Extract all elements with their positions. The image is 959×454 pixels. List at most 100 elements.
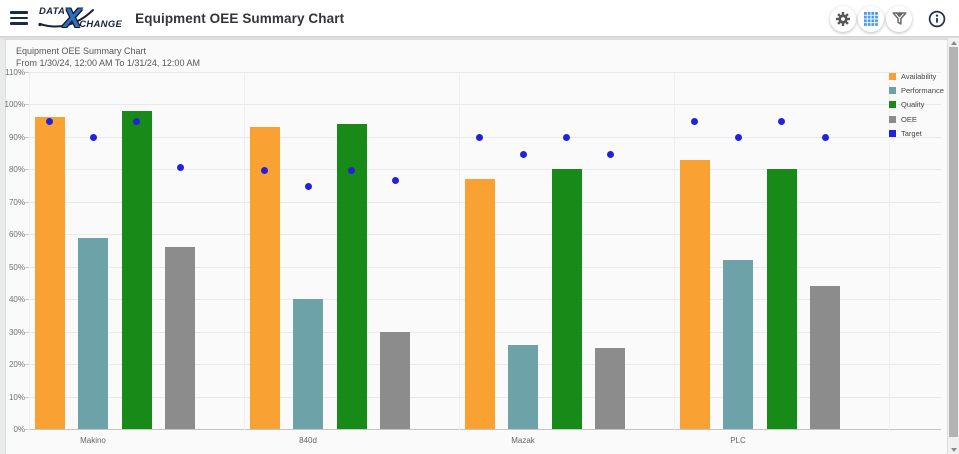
target-dot-availability-makino[interactable] bbox=[46, 118, 53, 126]
scrollbar-up-arrow-icon[interactable] bbox=[948, 38, 959, 47]
y-axis-tick bbox=[25, 299, 29, 301]
y-axis-label: 60% bbox=[8, 230, 25, 240]
bar-availability-840d[interactable] bbox=[249, 127, 280, 429]
y-axis-label: 80% bbox=[8, 165, 25, 175]
y-gridline bbox=[29, 429, 941, 430]
filter-icon bbox=[891, 12, 907, 25]
y-axis-tick bbox=[25, 364, 29, 366]
x-axis-label-mazak: Mazak bbox=[511, 436, 535, 445]
target-dot-performance-makino[interactable] bbox=[89, 134, 97, 142]
header-actions bbox=[828, 0, 959, 37]
y-gridline bbox=[29, 169, 941, 171]
legend-item-availability[interactable]: Availability bbox=[889, 69, 944, 83]
legend-item-quality[interactable]: Quality bbox=[889, 98, 944, 112]
gear-icon bbox=[836, 11, 850, 26]
y-gridline bbox=[29, 104, 941, 106]
y-axis-tick bbox=[25, 201, 29, 203]
y-axis-tick bbox=[25, 104, 29, 106]
chart-title: Equipment OEE Summary Chart bbox=[16, 46, 147, 56]
y-axis-label: 100% bbox=[4, 100, 25, 110]
legend-label: Quality bbox=[901, 100, 925, 110]
legend-swatch-availability bbox=[889, 72, 896, 80]
legend-swatch-performance bbox=[889, 87, 896, 95]
x-axis-label-840d: 840d bbox=[299, 436, 317, 445]
scrollbar-down-arrow-icon[interactable] bbox=[948, 445, 959, 454]
y-axis-label: 90% bbox=[8, 132, 25, 142]
target-dot-availability-plc[interactable] bbox=[691, 118, 698, 126]
chart-legend: Availability Performance Quality OEE Target bbox=[889, 69, 944, 141]
legend-item-performance[interactable]: Performance bbox=[889, 83, 944, 97]
bar-oee-mazak[interactable] bbox=[595, 347, 625, 429]
target-dot-oee-plc[interactable] bbox=[821, 134, 829, 142]
target-dot-quality-makino[interactable] bbox=[133, 118, 140, 126]
category-boundary-line bbox=[29, 73, 30, 430]
legend-swatch-oee bbox=[889, 115, 896, 123]
y-axis-tick bbox=[25, 136, 29, 138]
legend-label: OEE bbox=[901, 114, 917, 124]
vertical-scrollbar[interactable] bbox=[948, 38, 959, 454]
target-dot-availability-mazak[interactable] bbox=[476, 134, 483, 142]
info-button[interactable] bbox=[928, 10, 946, 28]
category-boundary-line bbox=[244, 73, 245, 430]
legend-item-target[interactable]: Target bbox=[889, 127, 944, 141]
bar-availability-plc[interactable] bbox=[679, 159, 710, 429]
grid-view-button[interactable] bbox=[858, 5, 884, 32]
bar-quality-makino[interactable] bbox=[121, 110, 152, 429]
y-axis-label: 40% bbox=[8, 295, 25, 305]
bar-oee-plc[interactable] bbox=[810, 286, 840, 429]
legend-swatch-quality bbox=[889, 101, 896, 109]
target-dot-performance-mazak[interactable] bbox=[519, 150, 527, 158]
legend-swatch-target bbox=[889, 130, 896, 138]
bar-quality-840d[interactable] bbox=[336, 123, 367, 429]
target-dot-performance-840d[interactable] bbox=[304, 183, 312, 191]
bar-availability-makino[interactable] bbox=[34, 117, 65, 429]
y-axis-label: 50% bbox=[8, 262, 25, 272]
page-title: Equipment OEE Summary Chart bbox=[135, 10, 345, 26]
y-axis-label: 10% bbox=[8, 392, 25, 402]
target-dot-oee-mazak[interactable] bbox=[606, 150, 614, 158]
x-axis-label-makino: Makino bbox=[80, 436, 106, 445]
target-dot-oee-makino[interactable] bbox=[176, 163, 184, 171]
bar-oee-makino[interactable] bbox=[165, 247, 195, 429]
y-axis-tick bbox=[25, 72, 29, 73]
settings-button[interactable] bbox=[830, 5, 856, 32]
bar-performance-makino[interactable] bbox=[78, 237, 108, 429]
target-dot-availability-840d[interactable] bbox=[261, 166, 268, 174]
bar-quality-plc[interactable] bbox=[766, 169, 797, 429]
bar-performance-mazak[interactable] bbox=[508, 344, 538, 429]
filter-button[interactable] bbox=[886, 5, 912, 32]
category-boundary-line bbox=[674, 73, 675, 430]
legend-item-oee[interactable]: OEE bbox=[889, 112, 944, 126]
y-axis-label: 0% bbox=[13, 425, 25, 434]
category-boundary-line bbox=[889, 73, 890, 430]
bar-performance-plc[interactable] bbox=[723, 260, 753, 429]
target-dot-oee-840d[interactable] bbox=[391, 176, 399, 184]
x-axis-label-plc: PLC bbox=[730, 436, 746, 445]
logo-text-data: DATA bbox=[39, 5, 66, 17]
target-dot-quality-plc[interactable] bbox=[778, 118, 785, 126]
legend-label: Target bbox=[901, 129, 922, 139]
logo-text-change: CHANGE bbox=[79, 18, 123, 30]
y-axis-tick bbox=[25, 396, 29, 398]
chart-card: Equipment OEE Summary Chart From 1/30/24… bbox=[5, 39, 948, 454]
target-dot-quality-840d[interactable] bbox=[348, 166, 355, 174]
bar-performance-840d[interactable] bbox=[293, 299, 323, 429]
bar-oee-840d[interactable] bbox=[380, 331, 410, 429]
category-boundary-line bbox=[459, 73, 460, 430]
bar-quality-mazak[interactable] bbox=[551, 169, 582, 429]
legend-label: Performance bbox=[901, 86, 944, 96]
y-axis-tick bbox=[25, 429, 29, 430]
y-axis-label: 20% bbox=[8, 360, 25, 370]
y-axis-tick bbox=[25, 266, 29, 268]
app-header: DATA X CHANGE Equipment OEE Summary Char… bbox=[0, 0, 959, 37]
dataxchange-logo: DATA X CHANGE bbox=[38, 0, 123, 37]
y-axis-label: 70% bbox=[8, 197, 25, 207]
chart-subtitle: From 1/30/24, 12:00 AM To 1/31/24, 12:00… bbox=[16, 58, 200, 68]
target-dot-quality-mazak[interactable] bbox=[563, 134, 570, 142]
y-axis-tick bbox=[25, 234, 29, 236]
scrollbar-thumb[interactable] bbox=[949, 47, 958, 437]
target-dot-performance-plc[interactable] bbox=[734, 134, 742, 142]
bar-availability-mazak[interactable] bbox=[464, 179, 495, 429]
menu-icon[interactable] bbox=[10, 9, 30, 28]
grid-icon bbox=[864, 11, 878, 26]
